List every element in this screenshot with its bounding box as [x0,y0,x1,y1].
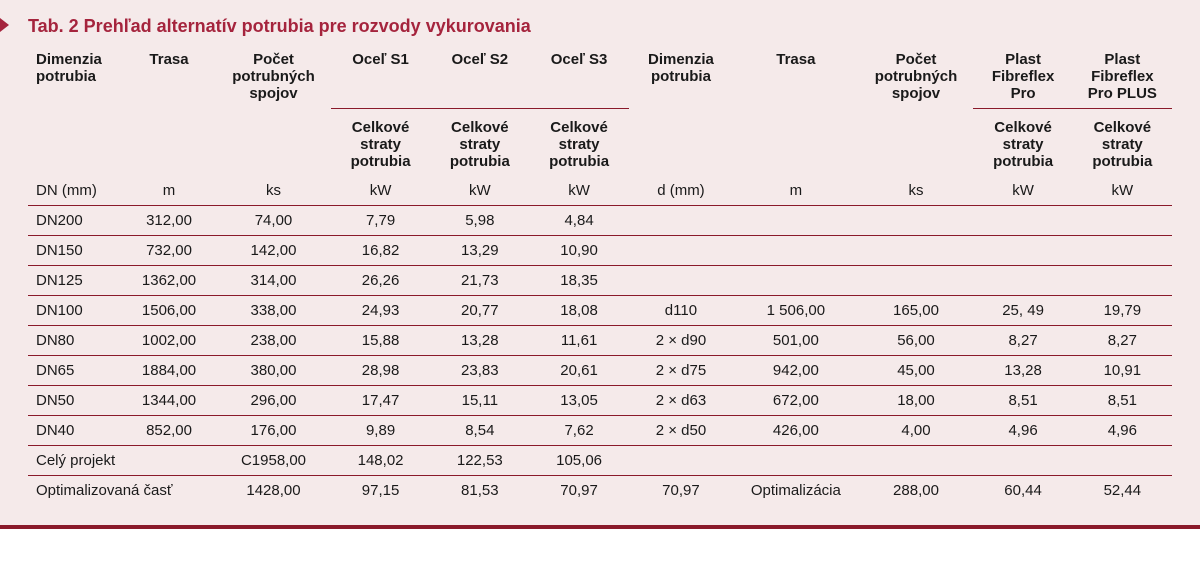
col-dim1: Dimenzia potrubia [28,45,122,109]
proj-label: Celý projekt [28,446,216,476]
table-row: DN65 1884,00 380,00 28,98 23,83 20,61 2 … [28,356,1172,386]
table-row: DN80 1002,00 238,00 15,88 13,28 11,61 2 … [28,326,1172,356]
sub-plast2: Celkové straty potrubia [1073,109,1172,177]
unit-dim1: DN (mm) [28,176,122,206]
col-spoj1: Počet potrubných spojov [216,45,331,109]
summary-row-project: Celý projekt C1958,00 148,02 122,53 105,… [28,446,1172,476]
table-title: Tab. 2 Prehľad alternatív potrubia pre r… [28,16,1172,37]
unit-trasa2: m [733,176,858,206]
table-row: DN40 852,00 176,00 9,89 8,54 7,62 2 × d5… [28,416,1172,446]
table-row: DN50 1344,00 296,00 17,47 15,11 13,05 2 … [28,386,1172,416]
units-row: DN (mm) m ks kW kW kW d (mm) m ks kW kW [28,176,1172,206]
sub-ocel1: Celkové straty potrubia [331,109,430,177]
col-ocel1: Oceľ S1 [331,45,430,109]
unit-o2: kW [430,176,529,206]
col-trasa1: Trasa [122,45,216,109]
table-row: DN200 312,00 74,00 7,79 5,98 4,84 [28,206,1172,236]
header-row-sub: Celkové straty potrubia Celkové straty p… [28,109,1172,177]
col-plast2: Plast Fibreflex Pro PLUS [1073,45,1172,109]
table-panel: Tab. 2 Prehľad alternatív potrubia pre r… [0,0,1200,529]
col-ocel2: Oceľ S2 [430,45,529,109]
summary-row-optimised: Optimalizovaná časť 1428,00 97,15 81,53 … [28,476,1172,506]
unit-dim2: d (mm) [629,176,733,206]
table-row: DN125 1362,00 314,00 26,26 21,73 18,35 [28,266,1172,296]
table-row: DN100 1506,00 338,00 24,93 20,77 18,08 d… [28,296,1172,326]
sub-ocel3: Celkové straty potrubia [529,109,628,177]
col-trasa2: Trasa [733,45,858,109]
col-dim2: Dimenzia potrubia [629,45,733,109]
unit-trasa1: m [122,176,216,206]
unit-spoj2: ks [859,176,974,206]
header-row-main: Dimenzia potrubia Trasa Počet potrubných… [28,45,1172,109]
col-ocel3: Oceľ S3 [529,45,628,109]
opt-label: Optimalizovaná časť [28,476,216,506]
col-plast1: Plast Fibreflex Pro [973,45,1072,109]
unit-spoj1: ks [216,176,331,206]
unit-p1: kW [973,176,1072,206]
col-spoj2: Počet potrubných spojov [859,45,974,109]
table-row: DN150 732,00 142,00 16,82 13,29 10,90 [28,236,1172,266]
sub-plast1: Celkové straty potrubia [973,109,1072,177]
chevron-right-icon [0,18,9,32]
sub-ocel2: Celkové straty potrubia [430,109,529,177]
unit-o3: kW [529,176,628,206]
unit-p2: kW [1073,176,1172,206]
data-table: Dimenzia potrubia Trasa Počet potrubných… [28,45,1172,505]
unit-o1: kW [331,176,430,206]
